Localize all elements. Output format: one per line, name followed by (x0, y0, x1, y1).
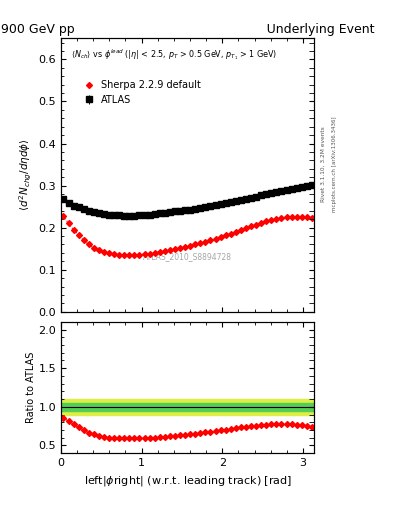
Sherpa 2.2.9 default (310, 215, 314, 221)
Sherpa 2.2.9 default (254, 222, 259, 228)
Sherpa 2.2.9 default (173, 246, 177, 252)
Text: Rivet 3.1.10, 3.2M events: Rivet 3.1.10, 3.2M events (320, 126, 325, 202)
Bar (61, 399, 314, 415)
Text: mcplots.cern.ch [arXiv:1306.3436]: mcplots.cern.ch [arXiv:1306.3436] (332, 116, 337, 211)
Sherpa 2.2.9 default (223, 232, 228, 238)
Sherpa 2.2.9 default (299, 214, 304, 220)
Sherpa 2.2.9 default (188, 243, 193, 249)
Sherpa 2.2.9 default (233, 229, 238, 235)
Sherpa 2.2.9 default (249, 223, 253, 229)
Title: 900 GeV pp                                                Underlying Event: 900 GeV pp Underlying Event (1, 23, 375, 36)
Y-axis label: Ratio to ATLAS: Ratio to ATLAS (26, 352, 35, 423)
Sherpa 2.2.9 default (279, 215, 284, 221)
Sherpa 2.2.9 default (294, 214, 299, 220)
Sherpa 2.2.9 default (239, 227, 243, 233)
Sherpa 2.2.9 default (198, 240, 203, 246)
Sherpa 2.2.9 default (208, 237, 213, 243)
Sherpa 2.2.9 default (122, 252, 127, 258)
Sherpa 2.2.9 default (289, 214, 294, 220)
Sherpa 2.2.9 default (137, 251, 142, 258)
Sherpa 2.2.9 default (102, 249, 107, 255)
Sherpa 2.2.9 default (142, 251, 147, 257)
Sherpa 2.2.9 default (274, 216, 279, 222)
Sherpa 2.2.9 default (92, 245, 96, 251)
Sherpa 2.2.9 default (147, 251, 152, 257)
Text: $\langle N_{ch}\rangle$ vs $\phi^{lead}$ (|$\eta$| < 2.5, $p_T$ > 0.5 GeV, $p_{T: $\langle N_{ch}\rangle$ vs $\phi^{lead}$… (71, 47, 277, 61)
Sherpa 2.2.9 default (244, 225, 248, 231)
Sherpa 2.2.9 default (76, 232, 81, 238)
Sherpa 2.2.9 default (132, 252, 137, 258)
Sherpa 2.2.9 default (259, 220, 264, 226)
Sherpa 2.2.9 default (81, 237, 86, 243)
Sherpa 2.2.9 default (203, 239, 208, 245)
Sherpa 2.2.9 default (167, 247, 172, 253)
Sherpa 2.2.9 default (269, 217, 274, 223)
Sherpa 2.2.9 default (127, 252, 132, 258)
Sherpa 2.2.9 default (61, 213, 66, 219)
X-axis label: left|$\phi$right| (w.r.t. leading track) [rad]: left|$\phi$right| (w.r.t. leading track)… (84, 474, 292, 487)
Sherpa 2.2.9 default (178, 245, 182, 251)
Sherpa 2.2.9 default (305, 214, 309, 220)
Sherpa 2.2.9 default (193, 242, 198, 248)
Sherpa 2.2.9 default (218, 234, 223, 240)
Line: Sherpa 2.2.9 default: Sherpa 2.2.9 default (61, 214, 314, 257)
Sherpa 2.2.9 default (264, 218, 268, 224)
Sherpa 2.2.9 default (86, 242, 91, 248)
Sherpa 2.2.9 default (66, 220, 71, 226)
Sherpa 2.2.9 default (107, 250, 112, 257)
Text: ATLAS_2010_S8894728: ATLAS_2010_S8894728 (143, 252, 232, 262)
Sherpa 2.2.9 default (284, 214, 289, 220)
Sherpa 2.2.9 default (213, 236, 218, 242)
Sherpa 2.2.9 default (162, 248, 167, 254)
Y-axis label: $\langle d^2 N_{chg}/d\eta d\phi \rangle$: $\langle d^2 N_{chg}/d\eta d\phi \rangle… (18, 139, 34, 211)
Legend: Sherpa 2.2.9 default, ATLAS: Sherpa 2.2.9 default, ATLAS (76, 76, 205, 109)
Sherpa 2.2.9 default (112, 251, 116, 257)
Sherpa 2.2.9 default (71, 227, 76, 233)
Sherpa 2.2.9 default (228, 230, 233, 237)
Sherpa 2.2.9 default (183, 244, 187, 250)
Sherpa 2.2.9 default (158, 249, 162, 255)
Sherpa 2.2.9 default (117, 251, 121, 258)
Sherpa 2.2.9 default (152, 250, 157, 256)
Bar (61, 403, 314, 411)
Sherpa 2.2.9 default (97, 247, 101, 253)
